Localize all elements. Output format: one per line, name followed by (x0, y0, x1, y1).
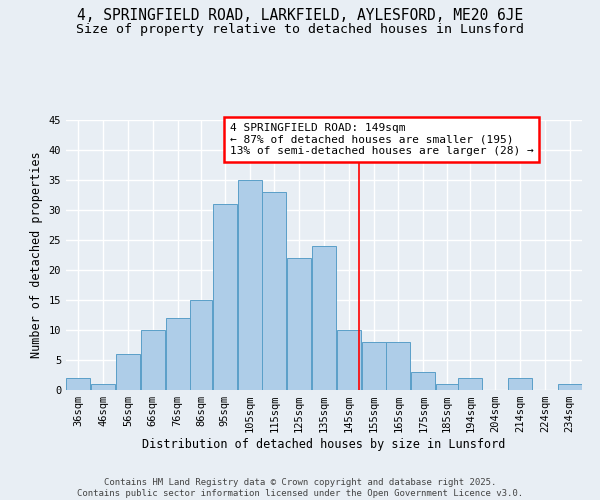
X-axis label: Distribution of detached houses by size in Lunsford: Distribution of detached houses by size … (142, 438, 506, 451)
Bar (557, 384, 581, 390)
Bar (238, 180, 262, 390)
Bar (67, 378, 91, 390)
Bar (411, 372, 435, 390)
Text: 4, SPRINGFIELD ROAD, LARKFIELD, AYLESFORD, ME20 6JE: 4, SPRINGFIELD ROAD, LARKFIELD, AYLESFOR… (77, 8, 523, 22)
Bar (262, 192, 286, 390)
Bar (166, 318, 190, 390)
Bar (436, 384, 458, 390)
Bar (116, 354, 140, 390)
Bar (337, 330, 361, 390)
Text: 4 SPRINGFIELD ROAD: 149sqm
← 87% of detached houses are smaller (195)
13% of sem: 4 SPRINGFIELD ROAD: 149sqm ← 87% of deta… (230, 123, 533, 156)
Text: Contains HM Land Registry data © Crown copyright and database right 2025.
Contai: Contains HM Land Registry data © Crown c… (77, 478, 523, 498)
Bar (386, 342, 410, 390)
Bar (312, 246, 336, 390)
Bar (91, 384, 115, 390)
Bar (213, 204, 237, 390)
Bar (190, 300, 212, 390)
Bar (458, 378, 482, 390)
Bar (141, 330, 165, 390)
Text: Size of property relative to detached houses in Lunsford: Size of property relative to detached ho… (76, 22, 524, 36)
Bar (508, 378, 532, 390)
Bar (362, 342, 386, 390)
Bar (287, 258, 311, 390)
Y-axis label: Number of detached properties: Number of detached properties (30, 152, 43, 358)
